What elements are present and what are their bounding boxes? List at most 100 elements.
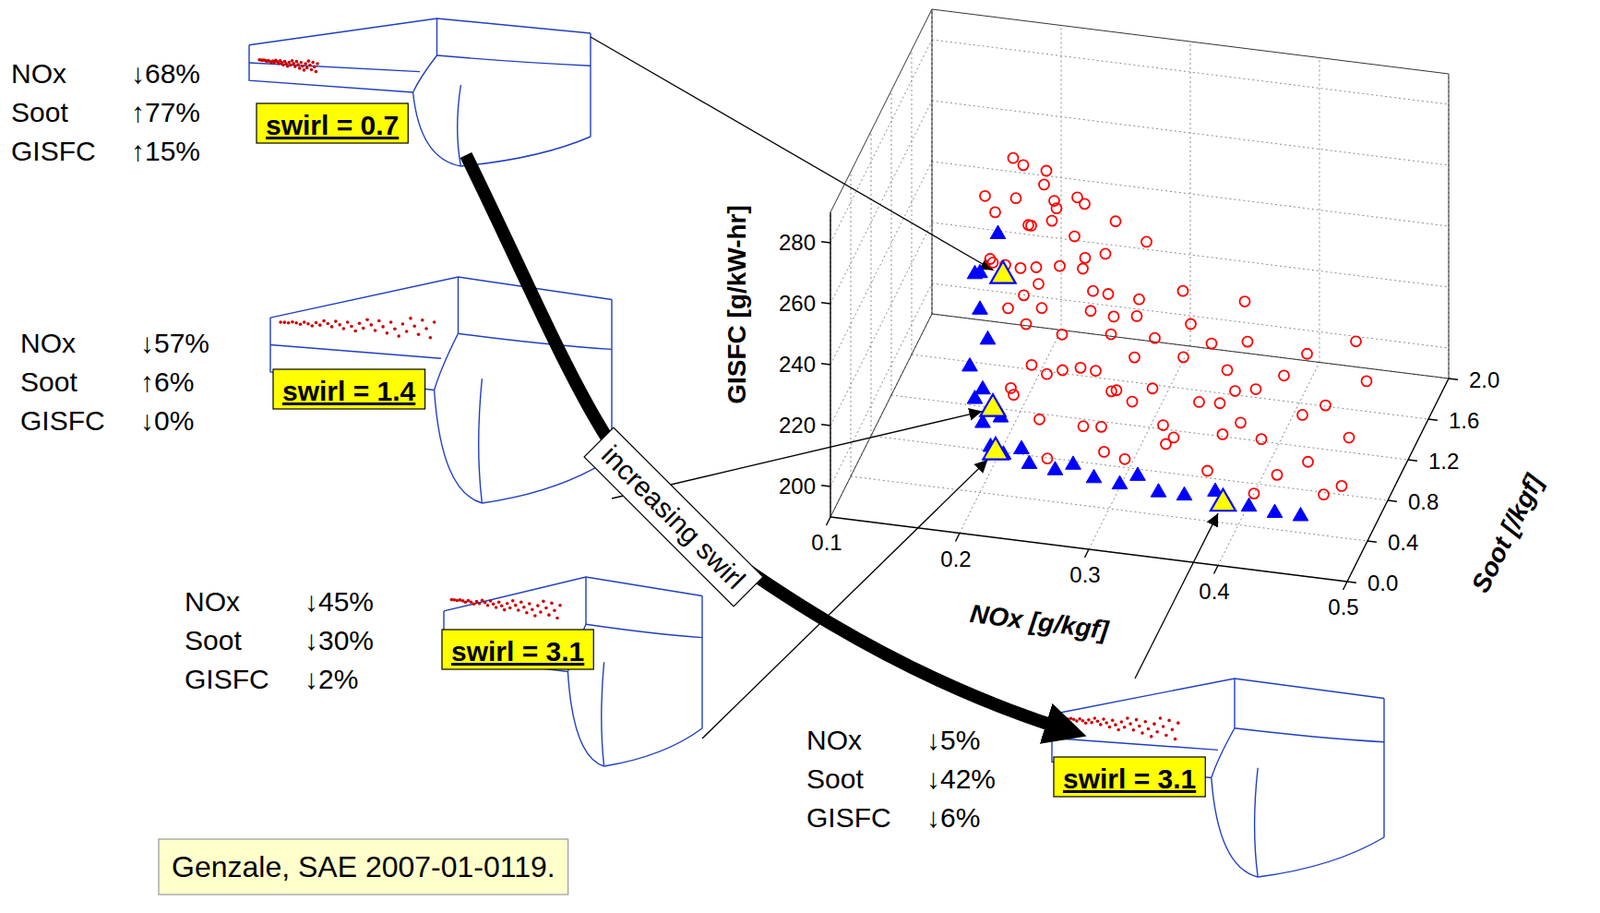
grid-line	[931, 9, 933, 314]
scatter-point	[1206, 338, 1218, 349]
pareto-point	[975, 380, 992, 394]
sketch-line	[437, 55, 592, 66]
box-edges	[830, 9, 1449, 582]
spray-dot	[1089, 720, 1094, 725]
spray-dot	[401, 322, 406, 326]
spray-dot	[1164, 733, 1169, 738]
chamber-sketch	[270, 276, 612, 503]
grid-line	[871, 131, 872, 436]
scatter-point	[1337, 480, 1348, 491]
spray-dot	[1108, 725, 1112, 729]
spray-dot	[385, 331, 390, 335]
scatter-point	[1021, 319, 1032, 330]
scatter-point	[1222, 364, 1233, 375]
spray-dot	[315, 61, 320, 66]
spray-dot	[533, 613, 538, 618]
spray-dot	[389, 320, 394, 324]
scatter-point	[1178, 286, 1189, 297]
scatter-point	[1057, 329, 1068, 340]
spray-dot	[1155, 729, 1159, 734]
spray-dot	[1125, 716, 1130, 720]
box-edge	[931, 313, 1449, 379]
tick-mark	[1347, 581, 1357, 583]
swirl-label: swirl = 1.4	[282, 375, 417, 406]
tick-label: 1.2	[1428, 448, 1459, 474]
scatter-point	[1302, 456, 1314, 467]
spray-dot	[511, 598, 515, 603]
scatter-point	[1041, 369, 1052, 380]
source-box: Genzale, SAE 2007-01-0119.	[158, 838, 569, 895]
scatter-point	[1038, 179, 1050, 190]
scatter-point	[1272, 469, 1283, 480]
axis-title: NOx [g/kgf]	[967, 598, 1111, 645]
pareto-point	[1130, 466, 1147, 480]
scatter-point	[1015, 262, 1027, 274]
annotation-name: GISFC	[806, 801, 892, 833]
spray-dot	[298, 66, 302, 71]
spray-dot	[306, 322, 311, 326]
tick-label: 280	[778, 229, 816, 255]
spray-dot	[558, 603, 562, 608]
scatter-point	[1344, 432, 1355, 443]
spray-dot	[393, 326, 397, 331]
sketch-line	[413, 92, 462, 167]
spray-dot	[1152, 721, 1157, 726]
chamber-sketch	[1051, 678, 1385, 877]
plot: 0.10.20.30.40.50.00.40.81.21.62.02002202…	[722, 9, 1550, 645]
spray-dot	[432, 320, 437, 324]
scatter-point	[1141, 236, 1152, 247]
scatter-point	[985, 253, 996, 264]
scatter-point	[1051, 202, 1063, 214]
spray-dot	[283, 320, 287, 324]
pareto-point	[1241, 497, 1257, 511]
spray-dot	[334, 319, 338, 323]
spray-dot	[1134, 717, 1139, 722]
grid-line	[931, 222, 1449, 287]
spray-dot	[396, 334, 401, 338]
spray-dot	[469, 599, 474, 604]
source-rect	[158, 838, 569, 895]
sketch-line	[413, 18, 438, 93]
tick-mark	[1367, 540, 1377, 542]
pareto-point	[990, 225, 1006, 239]
spray-dot	[486, 603, 490, 608]
scatter-point	[1033, 278, 1044, 289]
spray-dot	[293, 64, 298, 69]
sketch-line	[1051, 678, 1385, 715]
scatter-point	[979, 191, 991, 202]
scatter-point	[1008, 389, 1019, 400]
annotation-change: ↓30%	[304, 624, 374, 656]
spray-dot	[475, 599, 479, 604]
tick-mark	[1085, 549, 1089, 558]
sketch-line	[270, 276, 612, 318]
spray-dot	[502, 608, 507, 612]
grid-line	[891, 90, 893, 395]
sketch-line	[249, 45, 414, 93]
spray-dot	[1096, 718, 1100, 723]
annotation-card: NOx↓45%Soot↓30%GISFC↓2%swirl = 3.1	[184, 585, 594, 694]
pareto-point	[1021, 454, 1038, 468]
spray-dot	[1062, 716, 1067, 720]
sketch-line	[1211, 777, 1258, 878]
scatter-point	[1011, 192, 1022, 203]
annotation-change: ↓45%	[304, 585, 374, 617]
annotation-card: NOx↓68%Soot↑77%GISFC↑15%swirl = 0.7	[11, 58, 408, 167]
swirl-label: swirl = 0.7	[265, 109, 399, 141]
spray-dot	[1137, 724, 1142, 729]
tick-mark	[821, 485, 831, 487]
scatter-point	[1320, 400, 1331, 411]
pareto-point	[1065, 455, 1082, 469]
spray-dot	[1143, 719, 1147, 724]
pareto-point	[1086, 468, 1102, 482]
spray-dot	[295, 59, 299, 64]
tick-mark	[821, 424, 831, 426]
grid-line	[850, 171, 852, 477]
annotation-change: ↑77%	[131, 96, 201, 128]
grid-line	[931, 39, 1449, 105]
spray-dot	[541, 599, 546, 604]
annotation-change: ↓2%	[304, 663, 359, 694]
spray-dot	[547, 612, 551, 617]
spray-dot	[281, 62, 286, 67]
spray-dot	[1170, 727, 1175, 731]
spray-dot	[305, 66, 310, 71]
